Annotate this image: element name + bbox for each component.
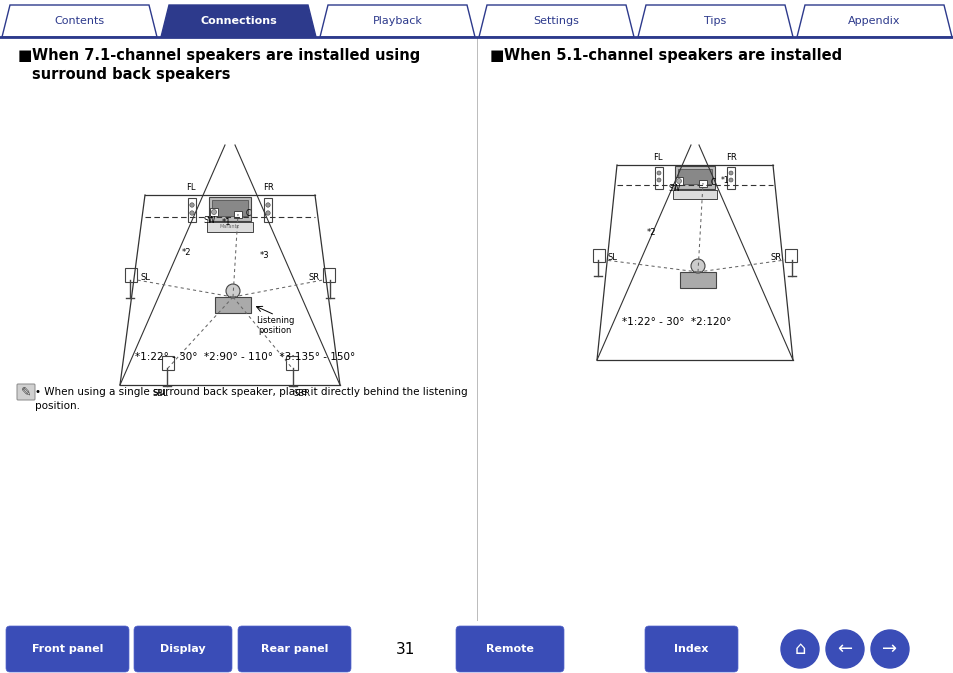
Circle shape	[825, 630, 863, 668]
Text: Playback: Playback	[373, 16, 422, 26]
Text: SW: SW	[668, 184, 680, 193]
Bar	[207, 222, 253, 232]
FancyBboxPatch shape	[133, 626, 232, 672]
Bar	[286, 356, 297, 370]
Bar	[784, 249, 796, 262]
Circle shape	[226, 284, 240, 298]
Text: ■: ■	[18, 48, 32, 63]
Bar	[726, 167, 734, 189]
Text: • When using a single surround back speaker, place it directly behind the listen: • When using a single surround back spea…	[35, 387, 467, 411]
Text: Index: Index	[674, 644, 708, 654]
Bar	[233, 211, 242, 218]
Bar	[162, 356, 173, 370]
Text: When 7.1-channel speakers are installed using
surround back speakers: When 7.1-channel speakers are installed …	[32, 48, 420, 82]
Circle shape	[728, 171, 732, 175]
Circle shape	[728, 178, 732, 182]
Text: ✎: ✎	[21, 386, 31, 398]
FancyBboxPatch shape	[456, 626, 563, 672]
Bar	[210, 208, 218, 216]
Text: When 5.1-channel speakers are installed: When 5.1-channel speakers are installed	[503, 48, 841, 63]
Bar	[678, 169, 711, 184]
Text: Display: Display	[160, 644, 206, 654]
Bar	[675, 166, 714, 189]
FancyBboxPatch shape	[17, 384, 35, 400]
Polygon shape	[796, 5, 951, 37]
Polygon shape	[161, 5, 315, 37]
Text: FL: FL	[186, 183, 195, 192]
Text: *2: *2	[182, 248, 192, 257]
FancyBboxPatch shape	[237, 626, 351, 672]
Polygon shape	[638, 5, 792, 37]
Bar	[212, 200, 248, 216]
Text: SW: SW	[204, 216, 216, 225]
Text: *2: *2	[646, 228, 656, 237]
Text: Remote: Remote	[485, 644, 534, 654]
Text: SBL: SBL	[152, 389, 168, 398]
Text: Tips: Tips	[703, 16, 726, 26]
Circle shape	[190, 211, 194, 215]
FancyBboxPatch shape	[644, 626, 738, 672]
Circle shape	[266, 211, 270, 215]
Text: SBR: SBR	[294, 389, 310, 398]
Text: ■: ■	[490, 48, 504, 63]
Circle shape	[657, 178, 660, 182]
Bar	[125, 268, 137, 282]
Bar	[209, 197, 251, 221]
Text: SL: SL	[141, 273, 151, 282]
Bar	[675, 177, 682, 185]
Text: ⌂: ⌂	[794, 640, 805, 658]
Text: SL: SL	[607, 253, 618, 262]
Text: ←: ←	[837, 640, 852, 658]
Bar	[593, 249, 604, 262]
Bar	[679, 272, 716, 288]
Text: Front panel: Front panel	[31, 644, 103, 654]
Text: 31: 31	[395, 641, 416, 656]
Text: Appendix: Appendix	[847, 16, 900, 26]
Text: →: →	[882, 640, 897, 658]
Bar	[672, 190, 717, 199]
Bar	[214, 297, 251, 313]
Text: C: C	[710, 178, 715, 187]
Circle shape	[657, 171, 660, 175]
Text: FR: FR	[726, 153, 737, 162]
Text: Settings: Settings	[533, 16, 578, 26]
Text: C: C	[245, 209, 251, 218]
Bar	[188, 198, 195, 222]
FancyBboxPatch shape	[6, 626, 129, 672]
Circle shape	[870, 630, 908, 668]
Text: FR: FR	[263, 183, 274, 192]
Text: Contents: Contents	[54, 16, 105, 26]
Text: FL: FL	[653, 153, 662, 162]
Bar	[264, 198, 272, 222]
Text: SR: SR	[309, 273, 320, 282]
Text: *1:22° - 30°  *2:120°: *1:22° - 30° *2:120°	[621, 317, 731, 327]
Polygon shape	[478, 5, 634, 37]
Text: Listening: Listening	[255, 316, 294, 325]
Bar	[655, 167, 662, 189]
Bar	[699, 180, 706, 187]
Text: Rear panel: Rear panel	[260, 644, 328, 654]
Circle shape	[266, 203, 270, 207]
Text: *1: *1	[222, 218, 232, 227]
Text: *1: *1	[720, 176, 729, 185]
Text: *3: *3	[260, 251, 270, 260]
Circle shape	[676, 178, 680, 184]
Text: Connections: Connections	[200, 16, 276, 26]
Text: SR: SR	[770, 253, 781, 262]
Text: Marantz: Marantz	[220, 225, 240, 229]
Circle shape	[781, 630, 818, 668]
Text: *1:22° - 30°  *2:90° - 110°  *3:135° - 150°: *1:22° - 30° *2:90° - 110° *3:135° - 150…	[135, 352, 355, 362]
Polygon shape	[2, 5, 157, 37]
Polygon shape	[319, 5, 475, 37]
Circle shape	[190, 203, 194, 207]
Circle shape	[690, 259, 704, 273]
Circle shape	[212, 209, 216, 215]
Bar	[323, 268, 335, 282]
Text: position: position	[258, 326, 292, 335]
